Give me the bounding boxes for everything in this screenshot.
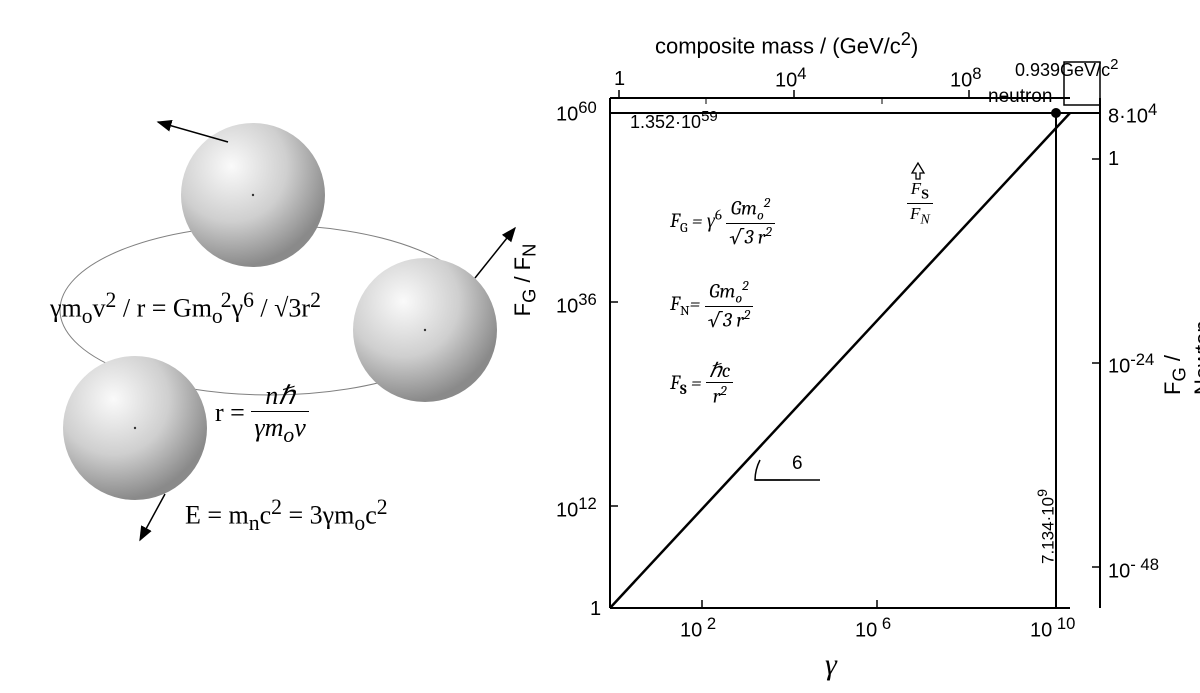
top-tick-1e4: 104 <box>775 64 807 93</box>
fsfn-up-arrow <box>912 163 924 179</box>
right-tick-1e-48: 10- 48 <box>1108 555 1159 584</box>
left-tick-1e12: 1012 <box>556 494 597 523</box>
bottom-axis-label: γ <box>825 648 837 682</box>
neutron-point <box>1051 108 1061 118</box>
sphere-diagram-svg <box>0 0 550 693</box>
left-tick-1: 1 <box>590 598 601 621</box>
fn-equation: FN= Gmo2√3 r2 <box>670 278 753 333</box>
bottom-tick-1e2: 10 2 <box>680 614 716 643</box>
bottom-tick-1e10: 10 10 <box>1030 614 1075 643</box>
arrow-right <box>475 228 515 278</box>
radius-equation: r = nℏγmov <box>215 382 309 448</box>
left-tick-1e60: 1060 <box>556 98 597 127</box>
chart-svg <box>560 0 1200 693</box>
top-axis-label: composite mass / (GeV/c2) <box>655 28 918 59</box>
top-tick-1e8: 108 <box>950 64 982 93</box>
right-tick-1: 1 <box>1108 148 1119 171</box>
neutron-label: neutron <box>988 86 1052 108</box>
right-tick-8e4: 8·104 <box>1108 100 1157 129</box>
top-right-label: 0.939GeV/c2 <box>1015 56 1118 81</box>
slope-angle-arc <box>755 460 790 480</box>
top-value-annotation: 1.352·1059 <box>630 108 718 133</box>
log-log-chart: composite mass / (GeV/c2) 1 104 108 0.93… <box>560 0 1200 693</box>
fg-equation: FG = γ6 Gmo2√3 r2 <box>670 195 775 250</box>
left-tick-1e36: 1036 <box>556 290 597 319</box>
fs-equation: FS = ℏcr2 <box>670 360 733 409</box>
force-balance-equation: γmov2 / r = Gmo2γ6 / √3r2 <box>50 288 321 329</box>
fsfn-ratio-label: FSFN <box>907 180 933 228</box>
right-axis-label: FG / Newton <box>1160 320 1200 395</box>
slope-6-label: 6 <box>792 453 803 475</box>
right-tick-1e-24: 10-24 <box>1108 350 1154 379</box>
arrow-top <box>158 122 228 142</box>
bottom-tick-1e6: 10 6 <box>855 614 891 643</box>
top-tick-1: 1 <box>614 68 625 91</box>
three-sphere-diagram: γmov2 / r = Gmo2γ6 / √3r2 r = nℏγmov E =… <box>0 0 550 693</box>
arrow-left <box>140 494 165 540</box>
energy-equation: E = mnc2 = 3γmoc2 <box>185 495 388 536</box>
left-axis-label: FG / FN <box>510 220 540 340</box>
vertical-gamma-value: 7.134·109 <box>1035 489 1059 564</box>
